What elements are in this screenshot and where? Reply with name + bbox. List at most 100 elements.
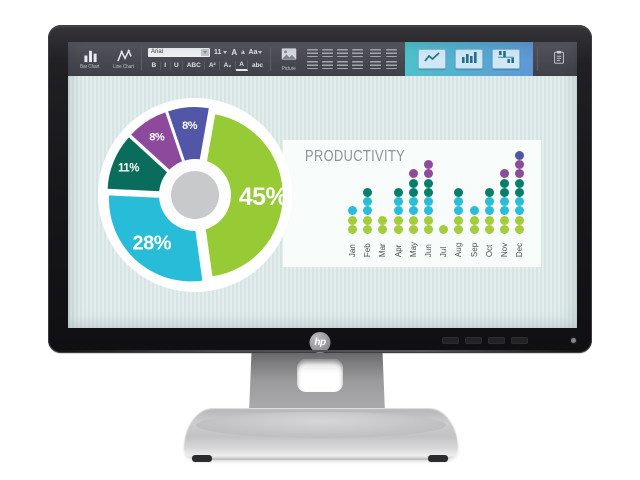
month-label-dec: Dec xyxy=(515,242,525,258)
indent-increase-icon[interactable] xyxy=(386,49,397,57)
align-left-icon[interactable] xyxy=(307,61,318,69)
font-size-select[interactable]: 11 xyxy=(214,49,228,56)
pie-center-disc xyxy=(171,171,219,219)
dot-may-4 xyxy=(408,197,418,207)
change-case-label: Aa xyxy=(248,48,258,56)
osd-button-2 xyxy=(465,337,482,344)
waterfall-chart-type-button[interactable] xyxy=(492,49,520,69)
dot-apr-5 xyxy=(393,187,403,197)
numbered-list-icon[interactable] xyxy=(322,49,333,57)
dot-jun-8 xyxy=(424,159,434,169)
dot-column-jan xyxy=(345,150,360,234)
line-spacing-icon[interactable] xyxy=(352,49,363,57)
bold-button[interactable]: B xyxy=(148,61,161,70)
dot-aug-5 xyxy=(454,187,464,197)
dot-jun-1 xyxy=(424,225,434,234)
paste-button[interactable] xyxy=(552,50,566,66)
align-right-icon[interactable] xyxy=(337,61,348,69)
underline-button[interactable]: U xyxy=(171,61,184,70)
productivity-panel: PRODUCTIVITY Jan Feb Mar Apr May Jun Jul Aug Sep… xyxy=(283,140,541,267)
align-center-icon[interactable] xyxy=(322,61,333,69)
delete-button[interactable] xyxy=(576,52,577,66)
dot-oct-1 xyxy=(484,225,494,234)
multilevel-list-icon[interactable] xyxy=(337,49,348,57)
font-size-value: 11 xyxy=(214,49,222,56)
toolbar-divider xyxy=(270,47,271,71)
monitor: Bar Chart Line Chart Arial xyxy=(48,25,592,353)
strikethrough-button[interactable]: ABC xyxy=(183,61,206,70)
pie-label-2: 11% xyxy=(118,162,139,174)
shading-icon[interactable] xyxy=(370,61,381,69)
dot-jun-4 xyxy=(424,197,434,207)
pie-slice-8% xyxy=(168,107,209,190)
dot-jan-1 xyxy=(348,225,358,234)
table-icon[interactable] xyxy=(386,61,397,69)
dot-dec-8 xyxy=(515,159,525,169)
grow-font-button[interactable]: A xyxy=(231,47,238,57)
bar-chart-icon xyxy=(83,48,98,63)
clear-formatting-button[interactable]: abc xyxy=(251,62,264,69)
dot-nov-1 xyxy=(499,225,509,234)
line-chart-button[interactable]: Line Chart xyxy=(111,48,137,70)
shrink-font-button[interactable]: a xyxy=(241,49,245,56)
bullet-list-icon[interactable] xyxy=(307,49,318,57)
dot-oct-5 xyxy=(484,187,494,197)
waterfall-chart-type-icon xyxy=(497,50,515,69)
stand-foot-left xyxy=(192,455,212,462)
dot-jul-1 xyxy=(439,225,449,234)
stand-base-top xyxy=(196,412,446,438)
dot-chart xyxy=(345,150,527,234)
dot-column-oct xyxy=(482,150,497,234)
insert-picture-button[interactable]: Picture xyxy=(277,47,301,72)
bar-chart-button[interactable]: Bar Chart xyxy=(77,48,103,70)
dot-oct-3 xyxy=(484,206,494,216)
toolbar: Bar Chart Line Chart Arial xyxy=(68,42,577,77)
dot-jun-2 xyxy=(424,215,434,225)
osd-controls xyxy=(442,337,528,344)
pie-label-4: 8% xyxy=(182,120,198,132)
productivity-title: PRODUCTIVITY xyxy=(305,148,406,165)
dot-may-2 xyxy=(408,215,418,225)
dot-feb-2 xyxy=(363,215,373,225)
font-family-dropdown-icon xyxy=(201,49,209,56)
dot-feb-4 xyxy=(363,197,373,207)
dot-sep-1 xyxy=(469,225,479,234)
dot-column-aug xyxy=(451,150,466,234)
dot-sep-2 xyxy=(469,215,479,225)
font-family-select[interactable]: Arial xyxy=(148,48,210,57)
change-case-button[interactable]: Aa xyxy=(249,48,263,58)
dot-aug-3 xyxy=(454,206,464,216)
dot-jun-6 xyxy=(424,178,434,188)
pie-chart: 45% 28% 11% 8% 8% xyxy=(98,98,292,292)
month-label-jun: Jun xyxy=(424,244,434,258)
dot-dec-9 xyxy=(515,150,525,160)
indent-decrease-icon[interactable] xyxy=(370,49,381,57)
osd-button-4 xyxy=(511,337,528,344)
align-justify-icon[interactable] xyxy=(352,61,363,69)
font-color-button[interactable]: A xyxy=(235,60,249,71)
dot-column-jul xyxy=(436,150,451,234)
subscript-button[interactable]: A₂ xyxy=(220,61,236,70)
paragraph-group: Picture xyxy=(277,47,399,72)
pie-label-0: 45% xyxy=(239,183,288,211)
dot-feb-1 xyxy=(363,225,373,234)
pie-label-3: 8% xyxy=(149,131,165,143)
month-label-sep: Sep xyxy=(469,242,479,258)
line-chart-type-button[interactable] xyxy=(418,49,446,69)
dot-sep-3 xyxy=(469,206,479,216)
dot-aug-1 xyxy=(454,225,464,234)
column-chart-type-button[interactable] xyxy=(455,49,483,69)
italic-button[interactable]: I xyxy=(161,61,171,70)
dot-oct-2 xyxy=(484,215,494,225)
dot-nov-2 xyxy=(499,215,509,225)
font-family-value: Arial xyxy=(151,49,164,55)
picture-icon xyxy=(281,47,297,65)
dot-jun-7 xyxy=(424,169,434,179)
superscript-button[interactable]: A² xyxy=(205,61,221,70)
font-size-dropdown-icon xyxy=(223,51,228,54)
action-icons-group: @ xyxy=(552,50,577,66)
toolbar-divider xyxy=(537,47,538,71)
